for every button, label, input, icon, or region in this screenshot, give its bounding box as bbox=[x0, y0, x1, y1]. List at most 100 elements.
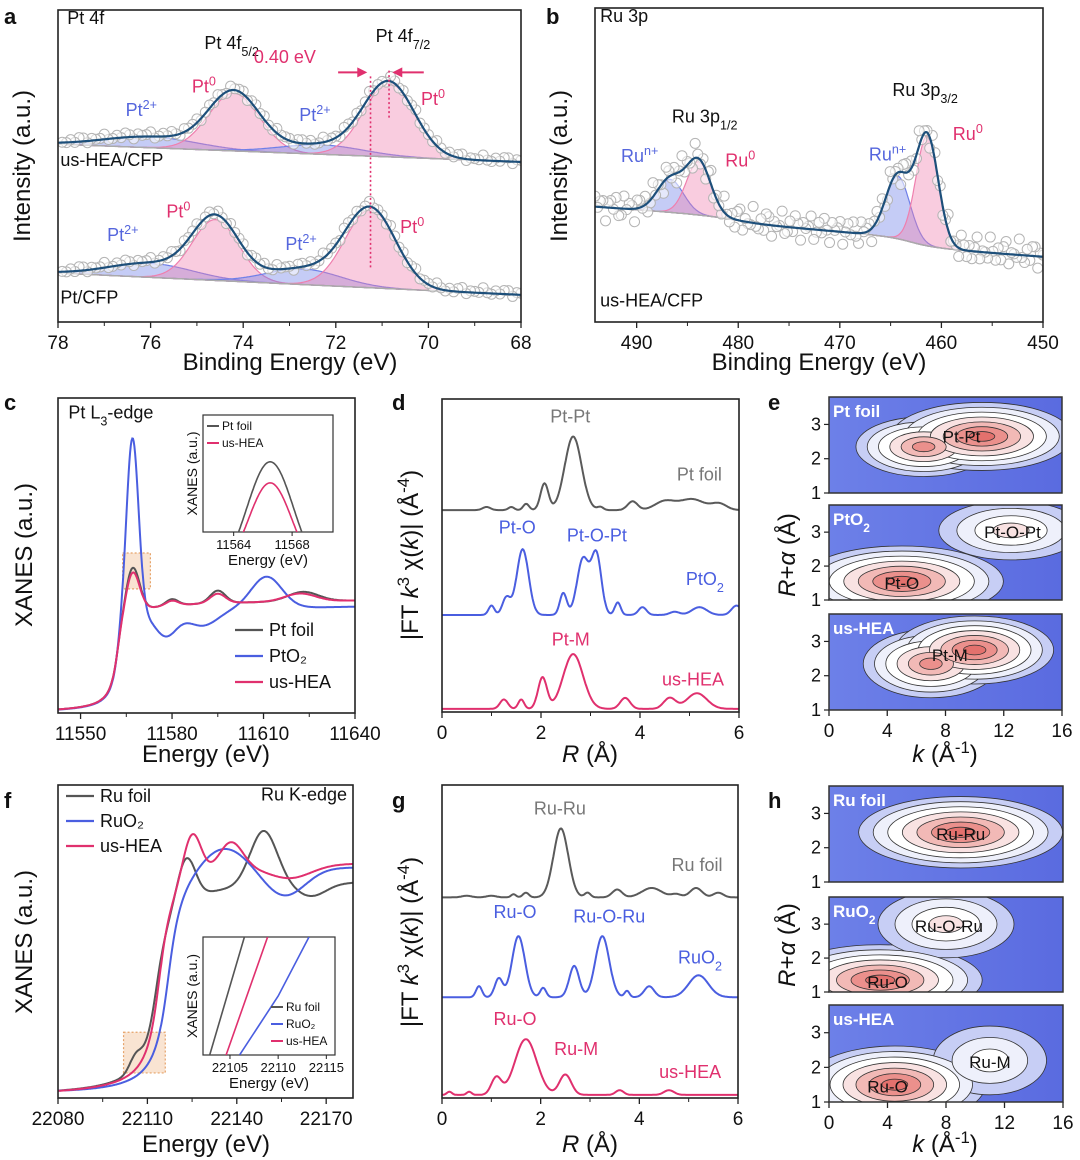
inset-plot bbox=[237, 461, 303, 532]
panel-f: f Energy (eV) XANES (a.u.) 22080 22110 22140 2… bbox=[4, 784, 354, 1158]
text-part: Ru-O-Ru bbox=[915, 917, 983, 936]
text-part: Pt-M bbox=[932, 646, 968, 665]
text-part: 2 bbox=[715, 959, 722, 973]
text-part: 2+ bbox=[302, 232, 316, 246]
inset-x-tick-label: 22115 bbox=[309, 1060, 344, 1075]
peak-label: Pt-M bbox=[932, 646, 968, 665]
data-point bbox=[813, 216, 825, 228]
annotation: Pt2+ bbox=[285, 232, 316, 254]
text-part: ) bbox=[970, 1131, 978, 1158]
data-point bbox=[953, 250, 965, 262]
y-tick-label: 2 bbox=[811, 449, 821, 469]
text-part: Ru bbox=[869, 144, 892, 164]
subplot-frame bbox=[828, 504, 1063, 601]
y-tick-label: 3 bbox=[811, 414, 821, 434]
fit-envelope bbox=[58, 205, 521, 296]
y-tick-label: 3 bbox=[811, 803, 821, 823]
arrow-head-icon bbox=[357, 67, 368, 78]
legend-label: Ru foil bbox=[100, 786, 151, 806]
text-part: 0 bbox=[183, 199, 190, 213]
data-point bbox=[600, 215, 612, 227]
data-point bbox=[676, 150, 688, 162]
contour-level bbox=[886, 575, 917, 587]
fit-envelope bbox=[595, 130, 1043, 258]
text-part: us-HEA bbox=[662, 669, 724, 689]
text-part: 2+ bbox=[316, 103, 330, 117]
inset-x-tick-label: 22110 bbox=[261, 1060, 296, 1075]
y-tick-label: 1 bbox=[811, 982, 821, 1002]
x-tick-label: 70 bbox=[418, 333, 439, 354]
annotation: Ru foil bbox=[672, 855, 723, 875]
x-tick-label: 16 bbox=[1052, 1113, 1073, 1134]
legend-label: Pt foil bbox=[269, 620, 314, 640]
data-point bbox=[647, 177, 659, 189]
peak-label: Ru-O bbox=[867, 973, 908, 992]
annotation: Run+ bbox=[621, 144, 658, 166]
contour-level bbox=[962, 644, 987, 656]
y-tick-label: 2 bbox=[811, 556, 821, 576]
text-part: -1 bbox=[955, 1128, 970, 1147]
data-point bbox=[913, 125, 925, 137]
annotation: Pt L3-edge bbox=[68, 402, 153, 428]
text-part: (Å bbox=[924, 1130, 955, 1158]
text-part: Ru 3p bbox=[892, 80, 940, 100]
x-tick-label: 22110 bbox=[122, 1109, 173, 1130]
data-point bbox=[805, 210, 817, 222]
data-point bbox=[808, 233, 820, 245]
contour-subplot bbox=[829, 897, 1063, 992]
x-tick-label: 480 bbox=[722, 333, 754, 354]
text-part: Pt bbox=[421, 89, 438, 109]
annotation: Ru-O bbox=[494, 1009, 537, 1029]
x-axis-label: k (Å-1) bbox=[912, 738, 978, 769]
data-point bbox=[824, 237, 836, 249]
annotation: Pt 4f7/2 bbox=[376, 26, 431, 52]
annotation: us-HEA/CFP bbox=[60, 150, 163, 170]
text-part: Pt bbox=[166, 201, 183, 221]
text-part: us-HEA/CFP bbox=[60, 150, 163, 170]
text-part: -edge bbox=[107, 402, 153, 422]
text-part: k bbox=[912, 741, 926, 768]
text-part: a bbox=[4, 4, 17, 29]
text-part: Binding Energy (eV) bbox=[183, 349, 398, 376]
annotation: Pt foil bbox=[677, 464, 722, 484]
text-part: Binding Energy (eV) bbox=[712, 349, 927, 376]
text-part: Ru foil bbox=[672, 855, 723, 875]
panel-b: b Binding Energy (eV) Intensity (a.u.) 490 4… bbox=[546, 4, 1059, 376]
annotation: Run+ bbox=[869, 142, 906, 164]
x-tick-label: 6 bbox=[733, 1109, 744, 1130]
contour-level bbox=[865, 974, 896, 986]
text-part: XANES (a.u.) bbox=[184, 954, 200, 1038]
text-part: (Å bbox=[924, 740, 955, 768]
text-part: us-HEA bbox=[833, 1010, 894, 1029]
data-point bbox=[689, 137, 701, 149]
y-axis-label: |FT k3 χ(k)| (Å-4) bbox=[394, 470, 425, 640]
x-tick-label: 450 bbox=[1027, 333, 1059, 354]
text-part: XANES (a.u.) bbox=[184, 431, 200, 515]
x-tick-label: 22140 bbox=[210, 1109, 263, 1130]
text-part: Pt bbox=[400, 217, 417, 237]
data-point bbox=[884, 166, 896, 178]
inset-series-line bbox=[208, 937, 246, 1055]
subplot-label: us-HEA bbox=[833, 1010, 894, 1029]
data-point bbox=[595, 190, 601, 202]
x-tick-label: 0 bbox=[824, 1113, 835, 1134]
subplot-frame bbox=[828, 1004, 1064, 1103]
plot-area bbox=[442, 435, 739, 710]
text-part: g bbox=[392, 788, 405, 813]
series-line bbox=[442, 827, 738, 899]
y-tick-label: 2 bbox=[811, 666, 821, 686]
text-part: )| (Å bbox=[396, 493, 424, 538]
annotation: Ru-O bbox=[494, 902, 537, 922]
data-point bbox=[766, 230, 778, 242]
data-point bbox=[971, 231, 983, 243]
text-part: ) bbox=[397, 470, 424, 478]
y-axis-label: Intensity (a.u.) bbox=[9, 90, 36, 242]
subplot-label: us-HEA bbox=[833, 619, 894, 638]
panel-letter: e bbox=[768, 390, 780, 415]
data-point bbox=[1021, 243, 1033, 255]
text-part: χ( bbox=[397, 550, 424, 577]
text-part: Ru-O-Ru bbox=[573, 907, 645, 927]
